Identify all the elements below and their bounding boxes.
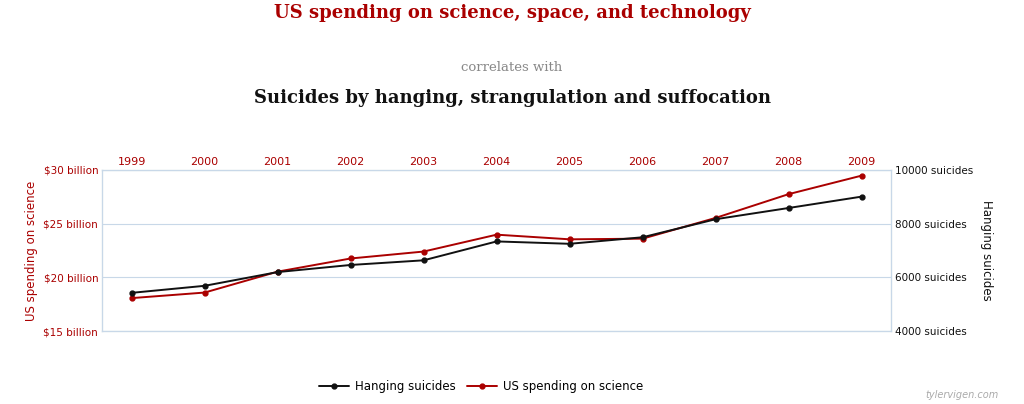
Text: correlates with: correlates with bbox=[462, 61, 562, 74]
Y-axis label: Hanging suicides: Hanging suicides bbox=[980, 200, 992, 301]
Y-axis label: US spending on science: US spending on science bbox=[25, 180, 38, 321]
Legend: Hanging suicides, US spending on science: Hanging suicides, US spending on science bbox=[314, 376, 648, 398]
Text: Suicides by hanging, strangulation and suffocation: Suicides by hanging, strangulation and s… bbox=[254, 89, 770, 107]
Text: US spending on science, space, and technology: US spending on science, space, and techn… bbox=[273, 4, 751, 22]
Text: tylervigen.com: tylervigen.com bbox=[925, 390, 998, 400]
